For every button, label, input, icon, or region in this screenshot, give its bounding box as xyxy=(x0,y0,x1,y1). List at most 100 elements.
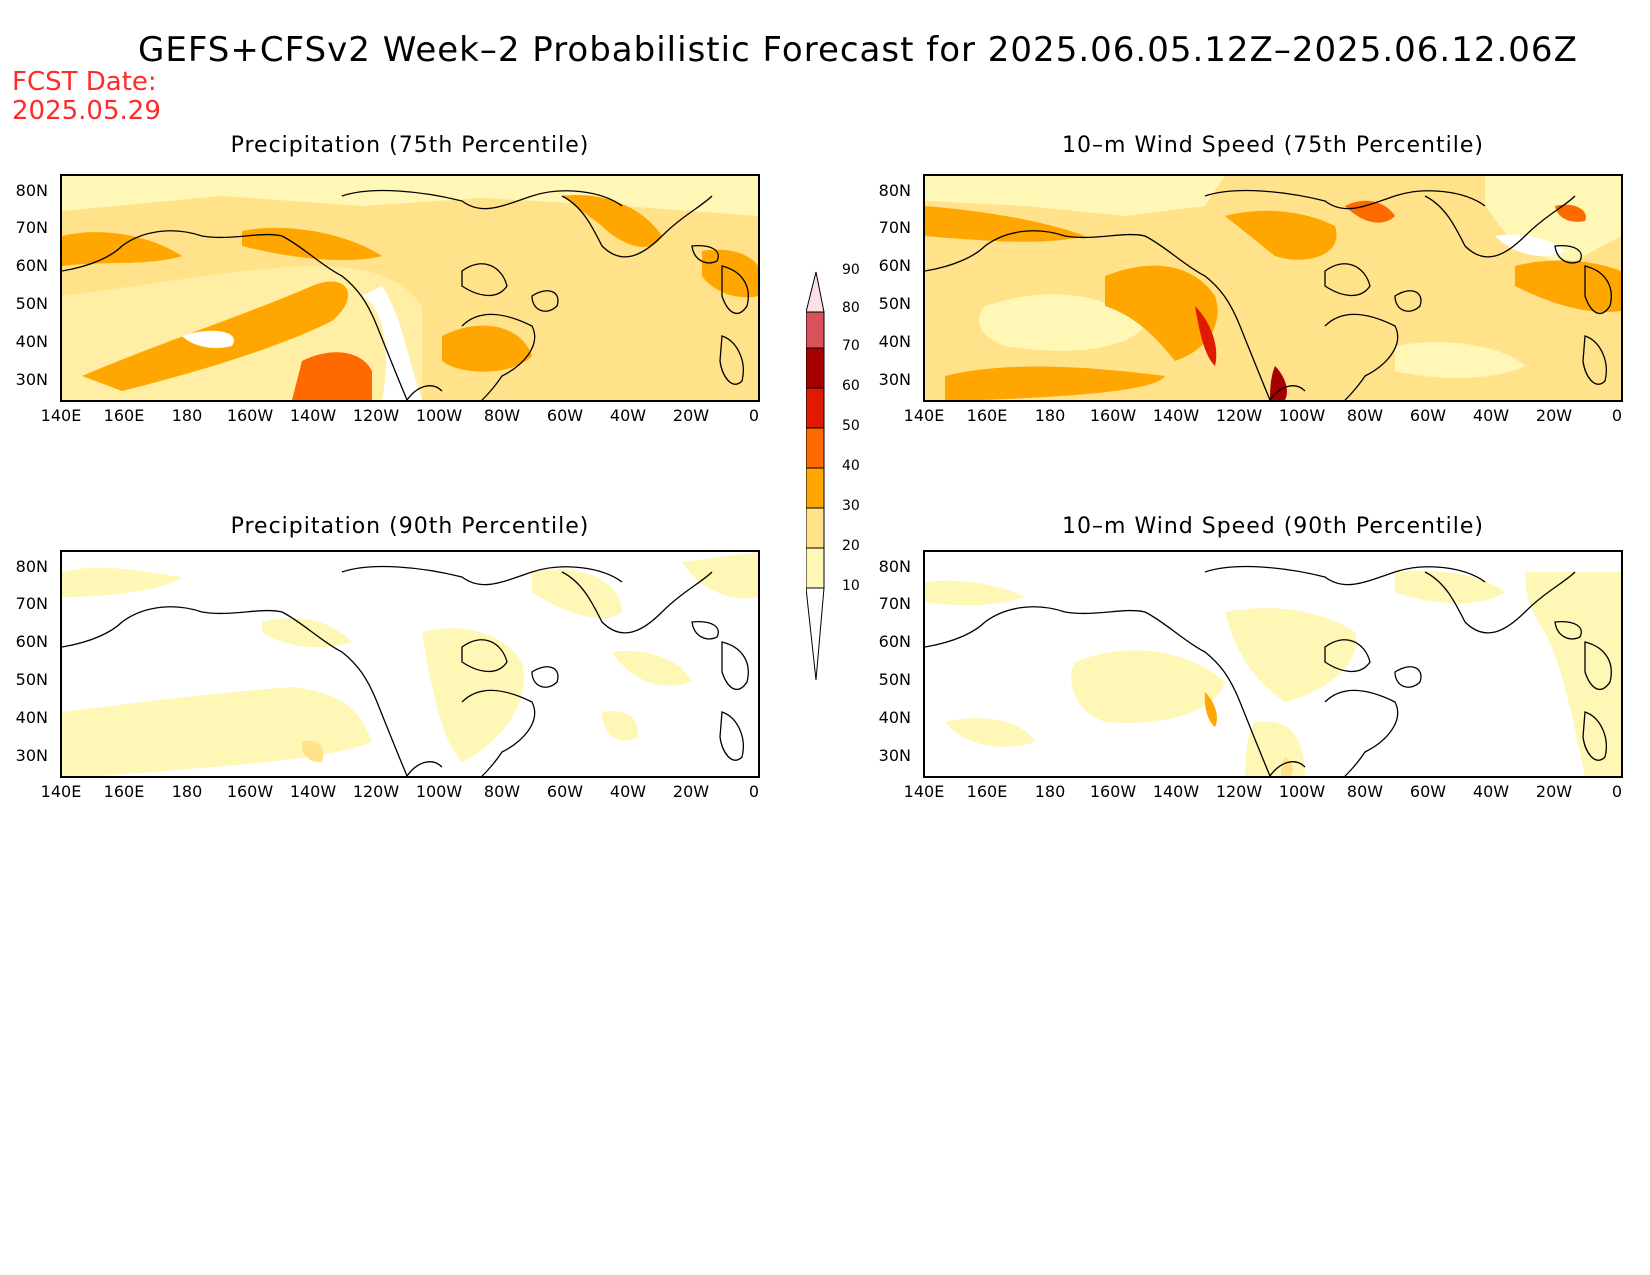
lat-label: 60N xyxy=(15,256,48,275)
lat-label: 80N xyxy=(878,181,911,200)
lon-label: 20W xyxy=(672,406,710,425)
lon-label: 100W xyxy=(415,406,463,425)
lon-label: 180 xyxy=(171,406,203,425)
lon-label: 140E xyxy=(40,406,82,425)
lon-label: 40W xyxy=(1472,782,1510,801)
lon-label: 80W xyxy=(1346,406,1384,425)
lat-label: 40N xyxy=(15,708,48,727)
lat-label: 60N xyxy=(15,632,48,651)
lon-label: 160W xyxy=(226,782,274,801)
lon-label: 140W xyxy=(289,782,337,801)
lon-label: 40W xyxy=(1472,406,1510,425)
map-precip-90 xyxy=(60,550,760,778)
lon-label: 160W xyxy=(226,406,274,425)
wind-75-field xyxy=(925,176,1621,400)
lat-label: 60N xyxy=(878,256,911,275)
colorbar-swatch xyxy=(805,467,825,509)
lon-label: 100W xyxy=(1278,782,1326,801)
lon-label: 160W xyxy=(1089,406,1137,425)
lat-label: 30N xyxy=(15,746,48,765)
lat-label: 40N xyxy=(15,332,48,351)
lon-label: 160E xyxy=(966,782,1008,801)
page-title: GEFS+CFSv2 Week–2 Probabilistic Forecast… xyxy=(138,30,1578,70)
map-wind-90 xyxy=(923,550,1623,778)
lat-label: 80N xyxy=(15,181,48,200)
lon-label: 140E xyxy=(903,782,945,801)
colorbar-swatch xyxy=(805,347,825,389)
colorbar-scale xyxy=(805,271,825,681)
fcst-date-value: 2025.05.29 xyxy=(12,96,161,126)
lat-label: 40N xyxy=(878,708,911,727)
fcst-date: FCST Date: 2025.05.29 xyxy=(12,68,161,126)
lat-label: 70N xyxy=(15,218,48,237)
colorbar-label: 30 xyxy=(842,498,860,514)
lon-label: 0 xyxy=(748,406,760,425)
lon-label: 180 xyxy=(1034,782,1066,801)
lon-label: 140E xyxy=(903,406,945,425)
panel-title: Precipitation (75th Percentile) xyxy=(230,133,590,158)
lon-label: 0 xyxy=(1611,782,1623,801)
colorbar-label: 70 xyxy=(842,338,860,354)
lon-label: 20W xyxy=(1535,782,1573,801)
lat-label: 70N xyxy=(15,594,48,613)
lon-label: 120W xyxy=(352,782,400,801)
lon-label: 80W xyxy=(483,782,521,801)
colorbar-label: 50 xyxy=(842,418,860,434)
lat-label: 50N xyxy=(878,294,911,313)
lat-label: 80N xyxy=(878,557,911,576)
lon-label: 20W xyxy=(672,782,710,801)
lon-label: 140W xyxy=(289,406,337,425)
colorbar: 10 20 30 40 50 60 70 80 90 xyxy=(805,262,886,690)
panel-title: 10–m Wind Speed (75th Percentile) xyxy=(1062,133,1484,158)
lon-label: 80W xyxy=(483,406,521,425)
lon-label: 20W xyxy=(1535,406,1573,425)
colorbar-label: 80 xyxy=(842,300,860,316)
panel-title: Precipitation (90th Percentile) xyxy=(230,514,590,539)
lon-label: 60W xyxy=(1409,406,1447,425)
colorbar-label: 90 xyxy=(842,262,860,278)
colorbar-swatch xyxy=(805,427,825,469)
lon-label: 80W xyxy=(1346,782,1384,801)
lon-label: 40W xyxy=(609,406,647,425)
lon-label: 60W xyxy=(546,782,584,801)
lat-label: 30N xyxy=(15,370,48,389)
lon-label: 180 xyxy=(1034,406,1066,425)
lon-label: 180 xyxy=(171,782,203,801)
lat-label: 60N xyxy=(878,632,911,651)
colorbar-label: 60 xyxy=(842,378,860,394)
panel-title: 10–m Wind Speed (90th Percentile) xyxy=(1062,514,1484,539)
precip-75-field xyxy=(62,176,758,400)
colorbar-label: 20 xyxy=(842,538,860,554)
lat-label: 70N xyxy=(878,218,911,237)
lon-label: 40W xyxy=(609,782,647,801)
colorbar-swatch xyxy=(805,311,825,349)
lon-label: 60W xyxy=(1409,782,1447,801)
lon-label: 120W xyxy=(352,406,400,425)
wind-90-field xyxy=(925,552,1621,776)
lat-label: 30N xyxy=(878,746,911,765)
lon-label: 140W xyxy=(1152,406,1200,425)
lon-label: 100W xyxy=(415,782,463,801)
lon-label: 120W xyxy=(1215,782,1263,801)
lat-label: 40N xyxy=(878,332,911,351)
lon-label: 160E xyxy=(103,406,145,425)
colorbar-swatch xyxy=(805,507,825,549)
colorbar-swatch xyxy=(805,547,825,589)
map-wind-75 xyxy=(923,174,1623,402)
lat-label: 50N xyxy=(878,670,911,689)
lat-label: 50N xyxy=(15,670,48,689)
lon-label: 140E xyxy=(40,782,82,801)
colorbar-label: 40 xyxy=(842,458,860,474)
lat-label: 50N xyxy=(15,294,48,313)
lat-label: 80N xyxy=(15,557,48,576)
lon-label: 140W xyxy=(1152,782,1200,801)
lon-label: 100W xyxy=(1278,406,1326,425)
precip-90-field xyxy=(62,552,758,776)
lon-label: 160W xyxy=(1089,782,1137,801)
fcst-date-label: FCST Date: xyxy=(12,67,157,97)
lon-label: 60W xyxy=(546,406,584,425)
lon-label: 120W xyxy=(1215,406,1263,425)
lat-label: 30N xyxy=(878,370,911,389)
colorbar-swatch xyxy=(805,387,825,429)
map-precip-75 xyxy=(60,174,760,402)
